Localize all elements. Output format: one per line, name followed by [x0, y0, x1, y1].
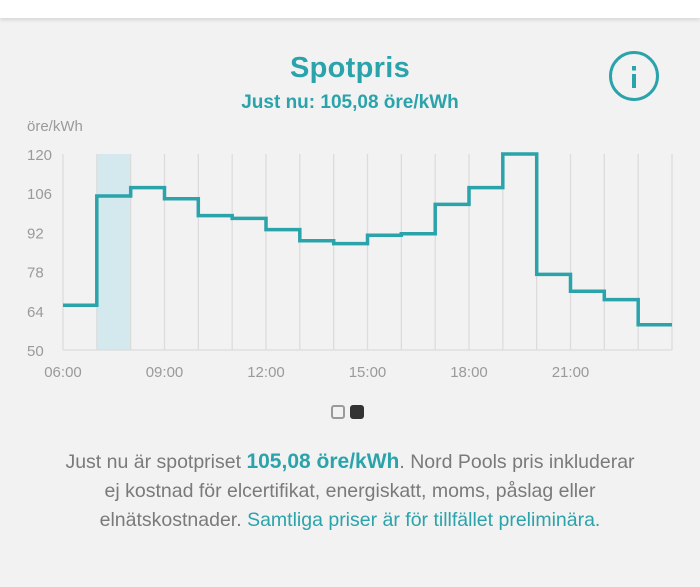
price-step-line — [63, 152, 672, 327]
preliminary-prices-link[interactable]: Samtliga priser är för tillfället prelim… — [247, 509, 601, 531]
y-axis-label: öre/kWh — [27, 118, 83, 135]
page-dot-1[interactable] — [331, 405, 345, 419]
price-description: Just nu är spotpriset 105,08 öre/kWh. No… — [60, 447, 640, 535]
x-tick-label: 12:00 — [247, 364, 285, 381]
top-app-bar — [0, 0, 700, 18]
y-tick-label: 120 — [27, 147, 52, 164]
info-button[interactable] — [609, 51, 659, 101]
y-tick-label: 78 — [27, 265, 44, 282]
y-tick-label: 92 — [27, 225, 44, 242]
info-circle-icon — [632, 66, 636, 88]
x-tick-label: 21:00 — [552, 364, 590, 381]
current-price-subtitle: Just nu: 105,08 öre/kWh — [241, 92, 459, 113]
x-tick-label: 09:00 — [146, 364, 184, 381]
spot-price-chart: öre/kWh 120 106 92 78 64 50 06:00 09:00 12:00 15… — [27, 118, 673, 381]
page-indicator — [331, 405, 364, 423]
y-tick-label: 50 — [27, 343, 44, 360]
description-text-intro: Just nu är spotpriset — [65, 451, 247, 473]
page-title: Spotpris — [289, 52, 410, 84]
page-dot-2[interactable] — [350, 405, 364, 419]
x-tick-label: 15:00 — [349, 364, 387, 381]
y-tick-label: 64 — [27, 304, 44, 321]
current-hour-highlight — [96, 154, 131, 350]
description-text-body: . Nord Pools pris inkluderar ej kostnad … — [99, 451, 635, 531]
x-tick-label: 06:00 — [44, 364, 82, 381]
y-tick-label: 106 — [27, 186, 52, 203]
x-tick-label: 18:00 — [450, 364, 488, 381]
description-price: 105,08 öre/kWh — [246, 450, 400, 473]
